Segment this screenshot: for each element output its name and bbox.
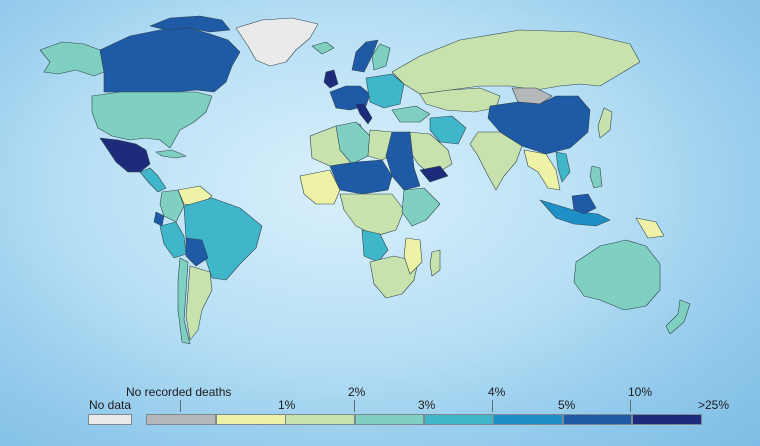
- country-southern-africa[interactable]: [369, 255, 419, 299]
- country-yemen[interactable]: [419, 165, 449, 183]
- country-sahel[interactable]: [329, 159, 393, 195]
- country-alaska[interactable]: [39, 41, 105, 77]
- country-central-africa[interactable]: [339, 193, 405, 237]
- legend-swatch-1: [216, 414, 286, 425]
- country-chile[interactable]: [177, 257, 191, 345]
- country-canada[interactable]: [99, 27, 241, 93]
- country-madagascar[interactable]: [429, 249, 441, 277]
- country-argentina[interactable]: [185, 265, 213, 341]
- country-mozambique[interactable]: [403, 237, 423, 275]
- country-congo[interactable]: [361, 229, 389, 263]
- country-india[interactable]: [469, 131, 523, 191]
- legend-label-5: 5%: [558, 398, 576, 412]
- country-australia[interactable]: [573, 239, 661, 311]
- country-greenland[interactable]: [235, 17, 319, 67]
- legend-no-data-swatch: [88, 414, 132, 425]
- legend-swatch-5: [493, 414, 563, 425]
- country-west-africa[interactable]: [299, 169, 341, 205]
- legend-label-3: 3%: [418, 398, 436, 412]
- country-italy[interactable]: [355, 103, 373, 125]
- country-scandinavia[interactable]: [351, 39, 379, 73]
- legend-swatch-4: [423, 414, 494, 425]
- country-japan[interactable]: [597, 107, 613, 139]
- country-new-zealand[interactable]: [665, 299, 691, 335]
- country-turkey[interactable]: [391, 105, 431, 123]
- country-peru[interactable]: [159, 221, 187, 259]
- country-central-america[interactable]: [139, 167, 167, 193]
- country-indonesia[interactable]: [539, 199, 611, 227]
- legend-label-2: 2%: [348, 385, 366, 399]
- legend-tick-2: [354, 400, 355, 412]
- country-png[interactable]: [635, 217, 665, 239]
- legend-tick-4: [492, 400, 493, 412]
- country-vietnam[interactable]: [555, 151, 571, 183]
- legend-swatch-3: [354, 414, 425, 425]
- country-east-africa[interactable]: [401, 187, 441, 227]
- country-se-asia[interactable]: [523, 149, 561, 191]
- country-uk[interactable]: [323, 69, 339, 89]
- country-finland[interactable]: [371, 43, 391, 71]
- country-canada-islands[interactable]: [149, 15, 231, 33]
- legend-swatch-6: [562, 414, 633, 425]
- legend-no-data-label: No data: [89, 398, 132, 412]
- country-usa[interactable]: [91, 91, 213, 149]
- country-borneo[interactable]: [571, 193, 597, 215]
- country-ecuador[interactable]: [153, 211, 165, 227]
- country-caribbean[interactable]: [155, 149, 187, 159]
- country-egypt-sudan[interactable]: [385, 131, 421, 191]
- legend-no-deaths-label: No recorded deaths: [126, 385, 232, 399]
- legend-no-deaths-swatch: [146, 414, 216, 425]
- country-iran[interactable]: [429, 115, 467, 145]
- legend-label-1: 1%: [278, 398, 296, 412]
- legend-label-7: >25%: [698, 398, 730, 412]
- legend-tick-no-deaths: [180, 400, 181, 412]
- country-mexico[interactable]: [99, 137, 151, 173]
- country-iceland[interactable]: [311, 41, 335, 55]
- legend-label-4: 4%: [488, 385, 506, 399]
- legend-swatch-7: [631, 414, 702, 425]
- country-bolivia[interactable]: [185, 237, 209, 267]
- country-philippines[interactable]: [589, 165, 603, 189]
- legend-label-6: 10%: [628, 385, 653, 399]
- countries-layer: [39, 15, 691, 345]
- legend-swatch-2: [285, 414, 356, 425]
- legend-tick-6: [630, 400, 631, 412]
- country-mongolia[interactable]: [511, 87, 553, 105]
- country-eastern-europe[interactable]: [365, 73, 405, 109]
- country-russia[interactable]: [391, 29, 641, 95]
